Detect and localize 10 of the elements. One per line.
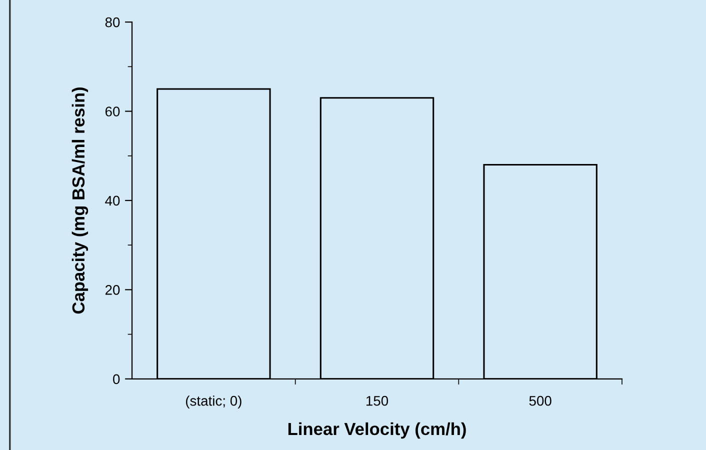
- x-tick-label: 500: [529, 396, 552, 406]
- y-axis-title: Capacity (mg BSA/ml resin): [72, 87, 88, 314]
- y-tick-label: 60: [105, 106, 120, 116]
- y-tick-label: 20: [105, 285, 120, 295]
- x-tick-label: (static; 0): [186, 396, 242, 409]
- x-tick-label: 150: [366, 396, 388, 406]
- y-tick-label: 80: [105, 17, 120, 28]
- y-tick-label: 0: [113, 374, 120, 384]
- y-tick-label: 40: [105, 196, 120, 206]
- x-axis-title: Linear Velocity (cm/h): [288, 422, 466, 439]
